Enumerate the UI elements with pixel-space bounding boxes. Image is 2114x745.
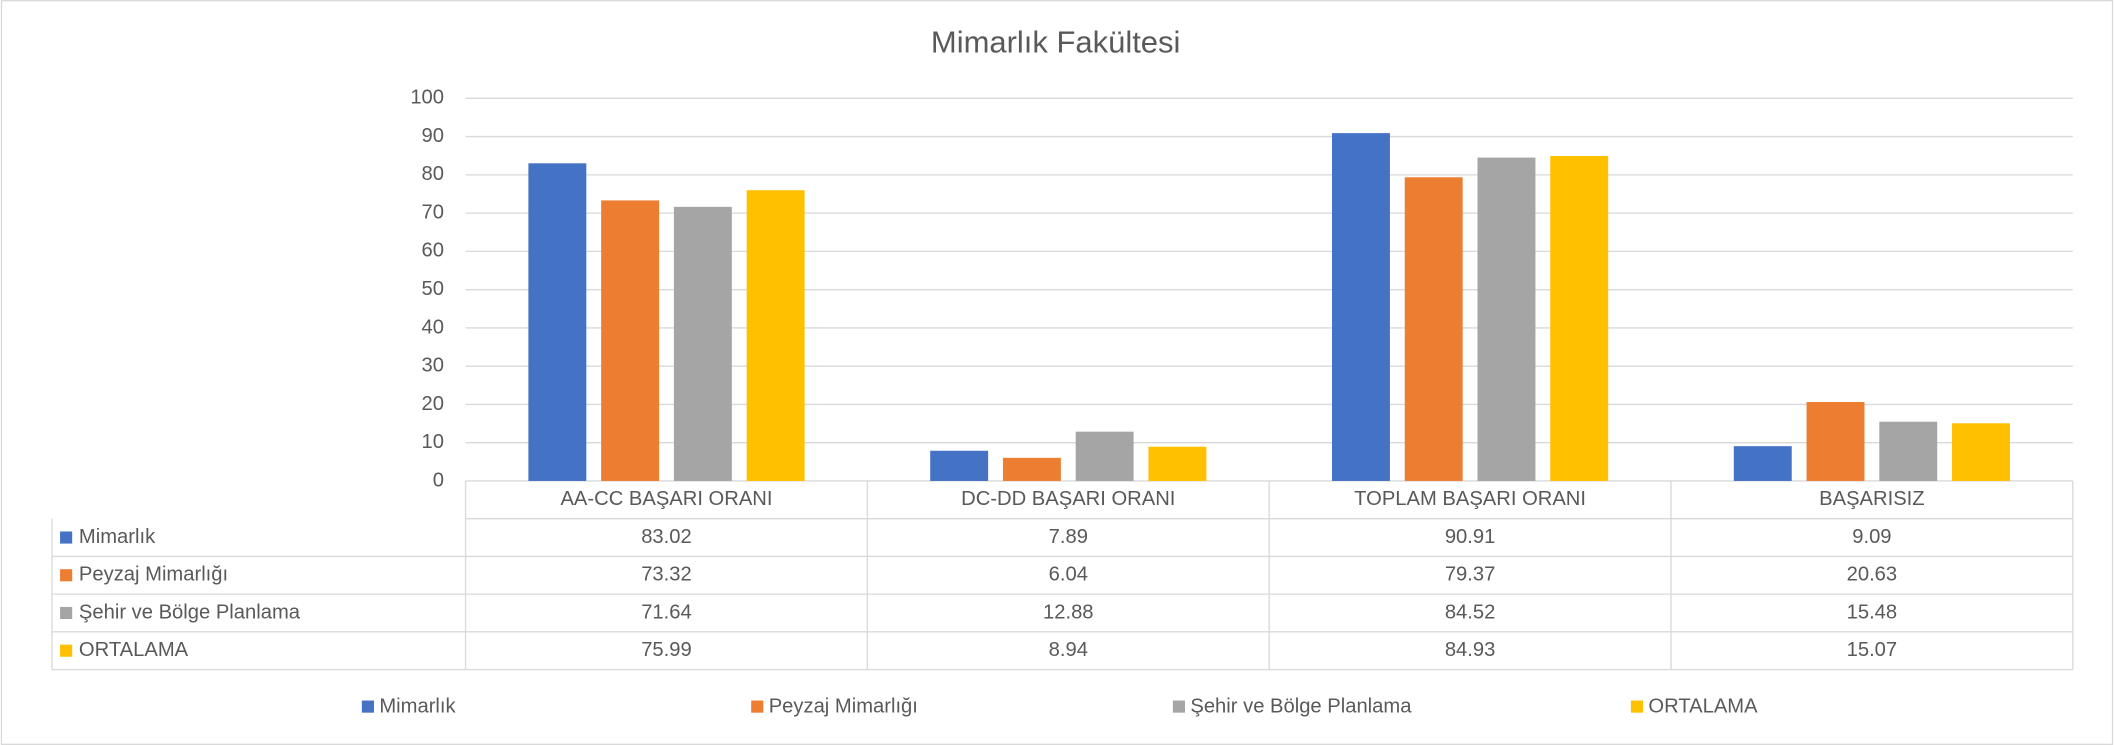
- table-value: 79.37: [1445, 564, 1496, 586]
- bar: [1477, 157, 1536, 481]
- chart-title: Mimarlık Fakültesi: [931, 25, 1181, 60]
- y-tick-label: 100: [410, 87, 444, 109]
- table-legend-key: [60, 531, 73, 544]
- bar: [1952, 423, 2010, 481]
- table-series-name: Peyzaj Mimarlığı: [79, 564, 228, 586]
- bar: [1806, 402, 1865, 481]
- y-tick-label: 80: [422, 163, 444, 185]
- bar: [1550, 156, 1609, 481]
- bar: [673, 206, 732, 481]
- y-tick-label: 90: [422, 125, 444, 147]
- bar: [1075, 431, 1134, 481]
- legend-key: [1172, 700, 1185, 713]
- y-tick-label: 60: [422, 240, 444, 262]
- y-tick-label: 70: [422, 201, 444, 223]
- x-tick-label: TOPLAM BAŞARI ORANI: [1354, 488, 1586, 510]
- table-series-name: Şehir ve Bölge Planlama: [79, 601, 301, 623]
- bar: [1002, 457, 1061, 481]
- table-value: 8.94: [1049, 639, 1088, 661]
- y-tick-label: 40: [422, 316, 444, 338]
- x-tick-label: DC-DD BAŞARI ORANI: [961, 488, 1175, 510]
- table-value: 84.52: [1445, 601, 1496, 623]
- bar: [1404, 177, 1463, 481]
- table-value: 15.48: [1847, 601, 1898, 623]
- bar: [746, 190, 805, 481]
- table-value: 7.89: [1049, 526, 1088, 548]
- table-value: 71.64: [641, 601, 692, 623]
- legend-label: Mimarlık: [379, 696, 456, 718]
- table-legend-key: [60, 606, 73, 620]
- y-tick-label: 30: [422, 355, 444, 377]
- legend-key: [361, 700, 374, 713]
- bar: [601, 200, 660, 481]
- table-series-name: ORTALAMA: [79, 639, 189, 661]
- table-value: 6.04: [1049, 564, 1088, 586]
- x-tick-label: AA-CC BAŞARI ORANI: [560, 488, 772, 510]
- x-tick-label: BAŞARISIZ: [1819, 488, 1924, 510]
- bar: [528, 163, 587, 481]
- legend-label: Peyzaj Mimarlığı: [769, 696, 918, 718]
- table-legend-key: [60, 644, 73, 657]
- table-value: 84.93: [1445, 639, 1496, 661]
- legend-key: [1630, 700, 1644, 713]
- bar: [1733, 446, 1792, 481]
- table-value: 75.99: [641, 639, 692, 661]
- table-value: 9.09: [1852, 526, 1891, 548]
- y-tick-label: 50: [422, 278, 444, 300]
- legend-label: ORTALAMA: [1648, 696, 1758, 718]
- y-tick-label: 10: [422, 431, 444, 453]
- table-value: 12.88: [1043, 601, 1094, 623]
- bar: [1331, 133, 1390, 481]
- legend-key: [751, 700, 764, 713]
- y-tick-label: 20: [422, 393, 444, 415]
- table-value: 90.91: [1445, 526, 1496, 548]
- bar: [1148, 446, 1207, 481]
- table-value: 73.32: [641, 564, 692, 586]
- y-tick-label: 0: [433, 469, 444, 491]
- table-value: 20.63: [1847, 564, 1898, 586]
- table-value: 15.07: [1847, 639, 1898, 661]
- legend-label: Şehir ve Bölge Planlama: [1190, 696, 1412, 718]
- table-legend-key: [60, 569, 73, 582]
- table-value: 83.02: [641, 526, 692, 548]
- table-series-name: Mimarlık: [79, 526, 156, 548]
- bar: [930, 450, 989, 481]
- bar: [1879, 421, 1938, 481]
